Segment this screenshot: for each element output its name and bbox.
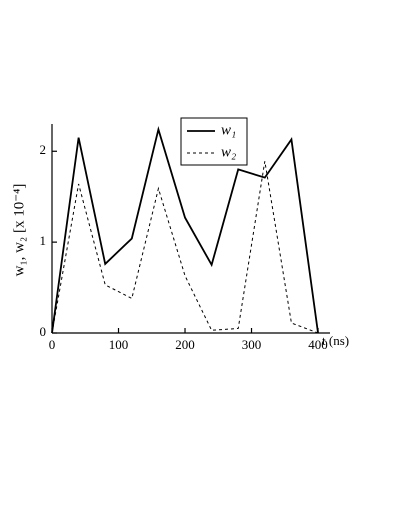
- series-line: [51, 161, 319, 334]
- x-tick-label: 100: [109, 337, 129, 352]
- legend-label: w₁: [221, 122, 236, 138]
- y-tick-label: 2: [40, 142, 47, 157]
- x-tick-label: 300: [242, 337, 262, 352]
- y-tick-label: 1: [40, 233, 47, 248]
- x-tick-label: 200: [175, 337, 195, 352]
- legend-label: w₂: [221, 144, 236, 160]
- series-line: [51, 126, 319, 334]
- x-tick-label: 0: [49, 337, 56, 352]
- y-axis-label: w₁, w₂ [x 10⁻⁴]: [11, 184, 27, 277]
- x-axis-label: t (ns): [322, 333, 349, 348]
- legend-box: [180, 117, 248, 166]
- x-tick-label: 400: [308, 337, 328, 352]
- y-tick-label: 0: [40, 324, 47, 339]
